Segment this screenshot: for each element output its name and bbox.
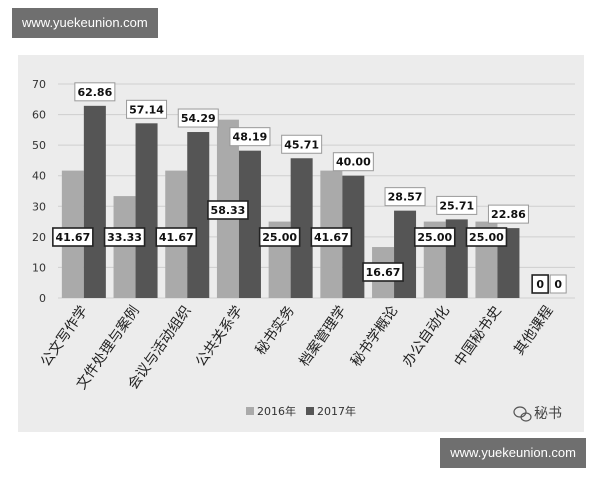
- legend-swatch-2016: [246, 407, 254, 415]
- y-tick-label: 30: [32, 200, 46, 213]
- data-label-box-2017: [177, 108, 219, 128]
- data-label-box-2016: [155, 227, 198, 247]
- data-label-2016: 41.67: [314, 231, 349, 244]
- data-label-2016: 25.00: [469, 231, 504, 244]
- bar-2016: [113, 196, 136, 298]
- data-label-box-2016: [465, 227, 508, 247]
- data-label-2017: 22.86: [491, 208, 526, 221]
- y-tick-label: 60: [32, 109, 46, 122]
- y-tick-label: 0: [39, 292, 46, 305]
- data-label-2017: 25.71: [439, 199, 474, 212]
- data-label-2016: 41.67: [159, 231, 194, 244]
- data-label-2017: 0: [554, 278, 562, 291]
- y-tick-label: 70: [32, 78, 46, 91]
- data-label-2017: 28.57: [388, 191, 423, 204]
- data-label-box-2016: [413, 227, 456, 247]
- data-label-box-2016: [258, 227, 301, 247]
- bar-2017: [394, 210, 417, 298]
- data-label-2017: 57.14: [129, 103, 164, 116]
- data-label-box-2017: [74, 82, 116, 102]
- y-tick-label: 10: [32, 261, 46, 274]
- bar-2017: [238, 150, 261, 298]
- bar-2017: [342, 175, 365, 298]
- data-label-2017: 48.19: [233, 131, 268, 144]
- bar-2017: [135, 123, 158, 299]
- legend-swatch-2017: [306, 407, 314, 415]
- data-label-2017: 45.71: [284, 138, 319, 151]
- legend: 2016年 2017年: [246, 404, 356, 418]
- data-labels: 41.67 62.86 33.33 57.14 41.67 54.29 58.33 48.19…: [52, 82, 567, 294]
- data-label-box-2017: [281, 134, 323, 154]
- legend-label-2017: 2017年: [317, 404, 356, 418]
- data-label-box-2017: [332, 152, 374, 172]
- data-label-2016: 33.33: [107, 231, 142, 244]
- y-tick-label: 20: [32, 231, 46, 244]
- data-label-2017: 54.29: [181, 112, 216, 125]
- wechat-label: 秘书: [534, 406, 562, 422]
- data-label-box-2016: [362, 262, 404, 282]
- data-label-2016: 25.00: [262, 231, 297, 244]
- y-tick-label: 50: [32, 139, 46, 152]
- data-label-box-2017: [436, 195, 478, 215]
- watermark-bottom: www.yuekeunion.com: [440, 438, 586, 468]
- data-label-box-2016: [207, 200, 249, 220]
- wechat-icon: [513, 406, 532, 422]
- wechat-mark: 秘书: [513, 406, 562, 422]
- data-label-box-2017: [126, 99, 168, 119]
- data-label-2016: 41.67: [55, 231, 90, 244]
- y-tick-label: 40: [32, 170, 46, 183]
- data-label-box-2017: [384, 187, 426, 207]
- data-label-box-2017: [549, 274, 567, 294]
- bar-2017: [187, 132, 210, 298]
- legend-label-2016: 2016年: [257, 404, 296, 418]
- y-axis: 0 10 20 30 40 50 60 70: [32, 78, 46, 305]
- data-label-box-2016: [310, 227, 353, 247]
- data-label-box-2017: [229, 127, 271, 147]
- data-label-2017: 62.86: [77, 86, 112, 99]
- data-label-box-2016: [52, 227, 94, 247]
- data-label-2017: 40.00: [336, 156, 371, 169]
- data-label-2016: 16.67: [366, 266, 401, 279]
- data-label-box-2017: [487, 204, 529, 224]
- data-label-box-2016: [531, 274, 549, 294]
- bar-2017: [83, 105, 106, 298]
- data-label-2016: 25.00: [417, 231, 452, 244]
- bar-2017: [290, 158, 313, 298]
- data-label-2016: 58.33: [211, 204, 246, 217]
- watermark-top: www.yuekeunion.com: [12, 8, 158, 38]
- data-label-box-2016: [103, 227, 146, 247]
- data-label-2016: 0: [536, 278, 544, 291]
